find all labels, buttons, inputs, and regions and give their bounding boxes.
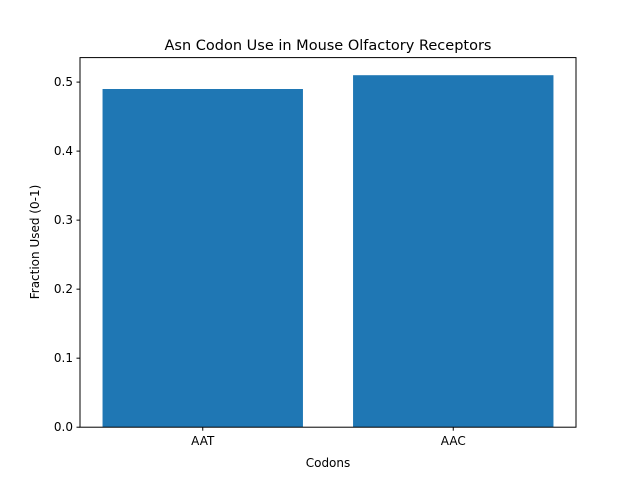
- chart-title: Asn Codon Use in Mouse Olfactory Recepto…: [165, 38, 492, 54]
- y-tick-label: 0.3: [54, 213, 73, 227]
- bar-aat: [102, 89, 303, 428]
- x-tick-label: AAT: [191, 434, 215, 448]
- bars-group: [102, 75, 554, 428]
- y-tick-label: 0.5: [54, 75, 73, 89]
- y-axis: 0.0 0.1 0.2 0.3 0.4 0.5: [54, 75, 80, 434]
- y-tick-label: 0.2: [54, 282, 73, 296]
- y-tick-label: 0.4: [54, 144, 73, 158]
- plot-frame: [79, 57, 577, 428]
- y-axis-label: Fraction Used (0-1): [28, 185, 42, 300]
- x-tick-label: AAC: [441, 434, 466, 448]
- y-tick-label: 0.0: [54, 420, 73, 434]
- bar-aac: [353, 75, 554, 428]
- y-tick-label: 0.1: [54, 351, 73, 365]
- x-axis: AAT AAC: [191, 427, 466, 448]
- x-axis-label: Codons: [306, 456, 351, 470]
